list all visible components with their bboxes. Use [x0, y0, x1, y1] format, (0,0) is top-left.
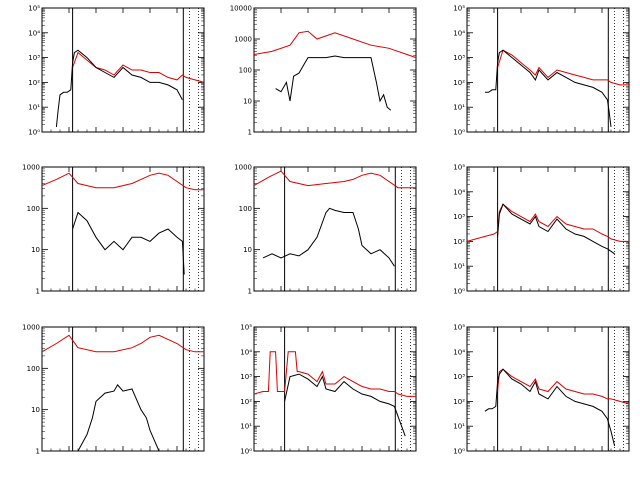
y-tick-label: 10	[243, 98, 252, 106]
y-tick-label: 10⁵	[453, 5, 465, 13]
y-tick-label: 100	[239, 67, 252, 75]
y-tick-label: 1000	[234, 164, 252, 172]
plot-frame	[466, 326, 630, 452]
y-tick-label: 1	[36, 448, 40, 456]
panel-det-5: 1 10 100 1000	[234, 164, 417, 296]
y-tick-label: 10²	[453, 238, 465, 246]
y-tick-label: 10¹	[28, 104, 40, 112]
series-events-line	[262, 207, 395, 267]
y-tick-label: 10¹	[453, 263, 465, 271]
y-tick-label: 100	[27, 365, 40, 373]
series-lld-line	[72, 51, 205, 83]
series-lld-line	[497, 368, 630, 405]
y-tick-label: 10⁰	[453, 129, 465, 137]
y-tick-label: 1	[248, 129, 252, 137]
y-tick-label: 10³	[453, 213, 465, 221]
series-events-line	[485, 49, 612, 128]
panel-det-7: 1 10 100 1000	[22, 324, 205, 456]
panel-det-1: 10⁰ 10¹ 10² 10³ 10⁴ 10⁵	[28, 5, 205, 137]
y-tick-label: 1000	[22, 324, 40, 332]
series-lld-line	[253, 351, 416, 397]
series-events-line	[77, 384, 160, 452]
plot-frame	[466, 166, 630, 292]
y-tick-label: 10⁵	[240, 324, 252, 332]
panel-det-9: 10⁰ 10¹ 10² 10³ 10⁴ 10⁵	[453, 324, 630, 456]
plot-frame	[253, 166, 417, 292]
panel-det-6: 10⁰ 10¹ 10² 10³ 10⁴ 10⁵	[453, 164, 630, 296]
y-tick-label: 10⁵	[453, 164, 465, 172]
y-tick-label: 10	[243, 246, 252, 254]
y-tick-label: 10⁴	[453, 188, 465, 196]
series-lld-line	[41, 334, 204, 353]
y-tick-label: 10⁵	[28, 5, 40, 13]
y-tick-label: 1000	[22, 164, 40, 172]
series-events-line	[55, 49, 183, 128]
series-events-line	[484, 368, 616, 447]
series-lld-line	[466, 203, 629, 242]
y-tick-label: 10⁵	[453, 324, 465, 332]
y-tick-label: 10¹	[240, 423, 252, 431]
y-tick-label: 10000	[230, 5, 252, 13]
series-events-line	[275, 55, 392, 111]
y-tick-label: 10¹	[453, 104, 465, 112]
series-lld-line	[497, 49, 629, 86]
y-tick-label: 10³	[453, 373, 465, 381]
plot-frame	[253, 326, 417, 452]
series-lld-line	[41, 172, 204, 191]
y-tick-label: 10⁴	[240, 348, 252, 356]
y-tick-label: 10⁰	[28, 129, 40, 137]
series-lld-line	[253, 170, 416, 189]
y-tick-label: 10¹	[453, 423, 465, 431]
y-tick-label: 10²	[240, 398, 252, 406]
y-tick-label: 10⁴	[28, 29, 40, 37]
y-tick-label: 10⁰	[240, 448, 252, 456]
y-tick-label: 10²	[453, 398, 465, 406]
y-tick-label: 10³	[240, 373, 252, 381]
series-events-line	[72, 211, 185, 275]
series-events-line	[284, 373, 406, 437]
panel-det-4: 1 10 100 1000	[22, 164, 205, 296]
y-tick-label: 1	[36, 288, 40, 296]
y-tick-label: 1	[248, 288, 252, 296]
y-tick-label: 10⁴	[453, 348, 465, 356]
panel-det-8: 10⁰ 10¹ 10² 10³ 10⁴ 10⁵	[240, 324, 417, 456]
y-tick-label: 1000	[234, 36, 252, 44]
y-tick-label: 100	[239, 205, 252, 213]
panel-det-2: 1 10 100 1000 10000	[230, 5, 417, 137]
series-lld-line	[253, 30, 417, 59]
y-tick-label: 100	[27, 205, 40, 213]
y-tick-label: 10⁰	[453, 448, 465, 456]
y-tick-label: 10⁰	[453, 288, 465, 296]
plot-frame	[466, 7, 630, 133]
y-tick-label: 10²	[453, 79, 465, 87]
series-events-line	[497, 203, 615, 255]
y-tick-label: 10³	[453, 54, 465, 62]
plot-frame	[41, 7, 205, 133]
y-tick-label: 10	[31, 246, 40, 254]
y-tick-label: 10²	[28, 79, 40, 87]
y-tick-label: 10	[31, 406, 40, 414]
plot-frame	[253, 7, 417, 133]
y-tick-label: 10⁴	[453, 29, 465, 37]
panel-det-3: 10⁰ 10¹ 10² 10³ 10⁴ 10⁵	[453, 5, 630, 137]
y-tick-label: 10³	[28, 54, 40, 62]
